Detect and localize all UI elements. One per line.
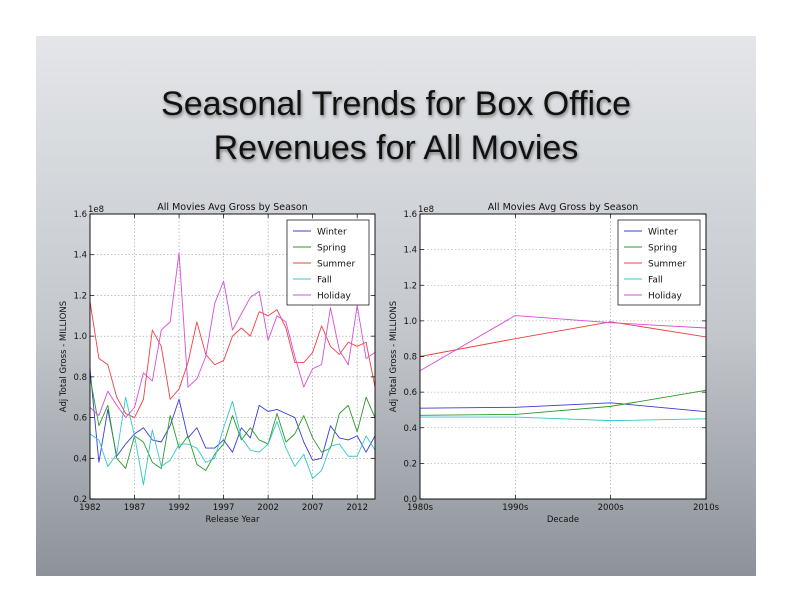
series-line-holiday [419,315,707,372]
series-line-fall [420,416,707,422]
plot-frame [89,213,376,500]
y-tick-label: 1.6 [403,210,417,220]
series-line-winter [419,402,707,413]
y-tick-label: 1.4 [73,251,87,261]
legend-label-winter: Winter [317,228,347,238]
y-tick-label: 1.6 [73,210,87,220]
y-tick-label: 0.6 [403,388,417,398]
legend-label-holiday: Holiday [317,292,352,302]
legend-label-winter: Winter [648,228,678,238]
x-tick-label: 2010s [693,503,720,513]
y-tick-label: 1.4 [403,246,417,256]
legend-label-spring: Spring [648,244,677,254]
y-offset-label: 1e8 [418,205,434,215]
x-tick-label: 1992 [168,503,190,513]
y-offset-label: 1e8 [88,205,104,215]
chart-title: All Movies Avg Gross by Season [488,202,638,213]
series-line-fall [89,396,376,486]
y-tick-label: 0.2 [73,495,87,505]
series-line-spring [89,376,376,471]
x-tick-label: 2007 [302,503,324,513]
y-tick-label: 0.6 [73,414,87,424]
y-tick-label: 0.8 [403,353,417,363]
slide-title-line-2: Revenues for All Movies [213,129,579,167]
legend: Winter Spring Summer Fall Holiday [617,219,701,306]
x-tick-label: 1980s [407,503,434,513]
y-tick-label: 1.0 [73,332,87,342]
legend-label-summer: Summer [317,260,355,270]
y-tick-label: 0.4 [73,454,87,464]
series-line-winter [89,368,376,463]
x-tick-label: 1990s [502,503,529,513]
x-tick-label: 1987 [124,503,146,513]
y-tick-label: 0.2 [403,459,417,469]
series-line-holiday [89,252,376,419]
legend-label-fall: Fall [648,276,663,286]
slide-title: Seasonal Trends for Box Office Revenues … [36,82,756,170]
series-line-summer [419,321,707,357]
chart-title: All Movies Avg Gross by Season [157,202,307,213]
series-line-summer [89,301,376,419]
x-axis-label: Release Year [206,515,260,525]
y-axis-label: Adj Total Gross - MILLIONS [59,301,69,412]
y-tick-label: 1.2 [73,291,87,301]
x-tick-label: 2002 [257,503,279,513]
legend-label-fall: Fall [317,276,332,286]
y-tick-label: 1.0 [403,317,417,327]
y-axis-label: Adj Total Gross - MILLIONS [389,301,399,412]
legend-label-summer: Summer [648,260,686,270]
x-tick-label: 1997 [213,503,235,513]
chart-yearly: 1982 1987 1992 1997 2002 2007 2012 0.2 0.4 0.6 0.8… [59,202,376,525]
x-tick-label: 1982 [79,503,101,513]
series-line-spring [419,389,707,416]
y-tick-label: 0.0 [403,495,417,505]
chart-decade: 1980s 1990s 2000s 2010s 0.0 0.2 0.4 0.6 0.8 1.0 1.… [389,202,720,525]
x-tick-label: 2012 [346,503,368,513]
legend-label-holiday: Holiday [648,292,683,302]
y-tick-label: 0.8 [73,373,87,383]
y-tick-label: 0.4 [403,424,417,434]
x-axis-label: Decade [547,515,579,525]
x-tick-label: 2000s [598,503,625,513]
legend: Winter Spring Summer Fall Holiday [286,219,370,306]
legend-label-spring: Spring [317,244,346,254]
slide-title-line-1: Seasonal Trends for Box Office [161,85,631,123]
y-tick-label: 1.2 [403,281,417,291]
